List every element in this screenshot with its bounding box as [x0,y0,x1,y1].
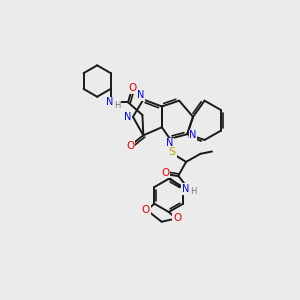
Text: H: H [190,187,196,196]
Text: N: N [189,130,197,140]
Text: H: H [114,101,120,110]
Text: S: S [169,147,176,157]
Text: N: N [182,184,189,194]
Text: N: N [166,138,174,148]
Text: O: O [173,214,182,224]
Text: N: N [124,112,132,122]
Text: O: O [142,205,150,215]
Text: O: O [129,83,137,93]
Text: N: N [106,97,113,107]
Text: O: O [161,167,170,178]
Text: N: N [137,90,145,100]
Text: O: O [126,141,134,152]
